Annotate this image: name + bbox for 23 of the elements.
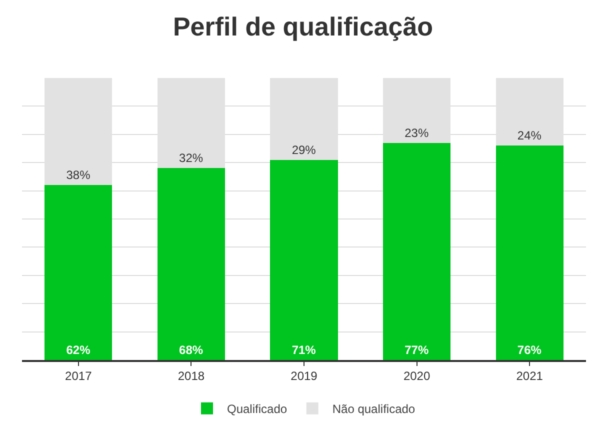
x-tick-label: 2019 bbox=[290, 369, 318, 384]
data-label: 23% bbox=[404, 126, 429, 140]
x-tick-label: 2021 bbox=[516, 369, 544, 384]
data-label: 76% bbox=[517, 343, 542, 357]
x-tick-label: 2017 bbox=[65, 369, 92, 384]
data-label: 77% bbox=[404, 343, 429, 357]
data-label: 68% bbox=[179, 343, 204, 357]
bar bbox=[496, 146, 564, 360]
chart-title: Perfil de qualificação bbox=[172, 12, 434, 42]
data-label: 62% bbox=[66, 343, 91, 357]
legend-label: Não qualificado bbox=[332, 402, 416, 416]
x-tick-label: 2020 bbox=[403, 369, 430, 384]
data-label: 32% bbox=[179, 151, 204, 166]
legend-label: Qualificado bbox=[227, 402, 288, 416]
data-label: 38% bbox=[66, 168, 91, 182]
bar bbox=[270, 160, 338, 360]
bar bbox=[382, 142, 451, 360]
data-label: 71% bbox=[292, 343, 316, 357]
x-tick-label: 2018 bbox=[178, 369, 205, 384]
data-label: 29% bbox=[292, 142, 316, 157]
bar bbox=[157, 168, 226, 360]
data-label: 24% bbox=[517, 128, 542, 143]
bar bbox=[44, 185, 112, 360]
